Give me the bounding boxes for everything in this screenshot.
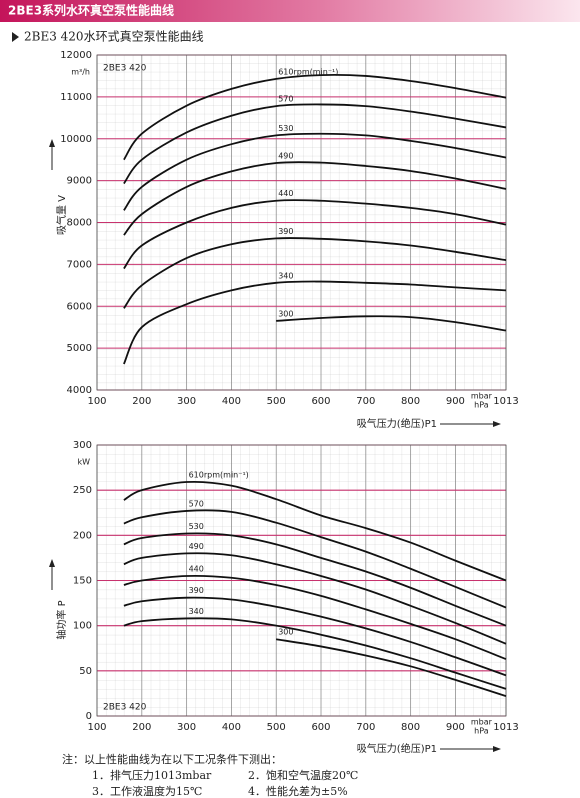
- curve-label: 390: [189, 586, 204, 595]
- y-tick-label: 9000: [67, 176, 92, 187]
- curve: [276, 315, 507, 332]
- x-tick-label: 900: [446, 722, 465, 733]
- curve: [123, 161, 507, 236]
- curve-label: 530: [278, 124, 293, 133]
- bullet: [12, 32, 19, 42]
- x-unit: mbar: [471, 392, 493, 401]
- curve: [123, 73, 507, 161]
- y-unit: m³/h: [71, 68, 90, 77]
- note-item: 1．排气压力1013mbar: [92, 768, 212, 782]
- curve-label: 610rpm(min⁻¹): [189, 471, 249, 480]
- x-axis-label: 吸气压力(绝压)P1: [357, 417, 437, 430]
- x-unit: hPa: [474, 401, 489, 410]
- subtitle: 2BE3 420水环式真空泵性能曲线: [24, 30, 204, 44]
- plot-frame: [96, 54, 507, 391]
- y-axis-label: 轴功率 P: [55, 600, 68, 639]
- curve-label: 490: [278, 152, 293, 161]
- header-bar: [0, 0, 580, 22]
- x-tick-label: 300: [177, 396, 196, 407]
- y-tick-label: 7000: [67, 259, 92, 270]
- y-tick-label: 10000: [60, 134, 92, 145]
- curve: [123, 596, 507, 677]
- curve: [123, 199, 507, 270]
- curve: [123, 103, 507, 185]
- y-tick-label: 300: [73, 440, 92, 451]
- x-tick-label: 500: [267, 722, 286, 733]
- x-tick-label: 200: [132, 722, 151, 733]
- curve: [123, 237, 507, 309]
- x-tick-label: 300: [177, 722, 196, 733]
- chart-title: 2BE3 420: [103, 64, 147, 74]
- curve: [276, 638, 507, 697]
- curve-label: 570: [278, 95, 293, 104]
- y-tick-label: 0: [86, 711, 92, 722]
- x-tick-label: 100: [87, 396, 106, 407]
- y-tick-label: 200: [73, 530, 92, 541]
- x-unit: mbar: [471, 718, 493, 727]
- curve: [123, 132, 507, 211]
- curve: [123, 480, 507, 582]
- y-axis-label: 吸气量 V: [55, 195, 68, 235]
- note-item: 4．性能允差为±5%: [248, 784, 348, 798]
- y-unit: kW: [77, 458, 90, 467]
- note-item: 3．工作液温度为15℃: [92, 784, 202, 798]
- curve-label: 530: [189, 522, 204, 531]
- y-tick-label: 6000: [67, 301, 92, 312]
- y-tick-label: 4000: [67, 385, 92, 396]
- curve: [123, 574, 507, 660]
- y-tick-label: 12000: [60, 50, 92, 61]
- x-tick-label: 700: [356, 722, 375, 733]
- note-item: 2．饱和空气温度20℃: [248, 768, 358, 782]
- curve-label: 610rpm(min⁻¹): [278, 67, 338, 76]
- curve-label: 300: [278, 628, 293, 637]
- chart-title: 2BE3 420: [103, 703, 147, 713]
- x-tick-label: 200: [132, 396, 151, 407]
- curve-label: 490: [189, 542, 204, 551]
- curve-label: 340: [278, 271, 293, 280]
- y-tick-label: 50: [79, 666, 92, 677]
- x-tick-label: 100: [87, 722, 106, 733]
- curve-label: 390: [278, 227, 293, 236]
- y-tick-label: 11000: [60, 92, 92, 103]
- curve-label: 570: [189, 499, 204, 508]
- curve-label: 440: [278, 189, 293, 198]
- x-tick-label: 600: [311, 722, 330, 733]
- curve-label: 340: [189, 607, 204, 616]
- note-title: 注：以上性能曲线为在以下工况条件下测出：: [62, 752, 282, 766]
- curve: [123, 509, 507, 609]
- header-title: 2BE3系列水环真空泵性能曲线: [8, 3, 174, 18]
- curve: [123, 280, 507, 365]
- x-axis-label: 吸气压力(绝压)P1: [357, 742, 437, 755]
- curve-label: 440: [189, 564, 204, 573]
- x-tick-label: 400: [222, 396, 241, 407]
- y-tick-label: 8000: [67, 218, 92, 229]
- x-tick-label: 1013: [493, 722, 518, 733]
- x-tick-label: 1013: [493, 396, 518, 407]
- x-unit: hPa: [474, 727, 489, 736]
- x-tick-label: 700: [356, 396, 375, 407]
- y-tick-label: 150: [73, 576, 92, 587]
- x-tick-label: 800: [401, 396, 420, 407]
- curve: [123, 552, 507, 645]
- y-tick-label: 250: [73, 485, 92, 496]
- x-tick-label: 900: [446, 396, 465, 407]
- y-tick-label: 5000: [67, 343, 92, 354]
- curve: [123, 617, 507, 690]
- curve: [123, 532, 507, 627]
- x-tick-label: 600: [311, 396, 330, 407]
- x-tick-label: 500: [267, 396, 286, 407]
- y-tick-label: 100: [73, 621, 92, 632]
- x-tick-label: 800: [401, 722, 420, 733]
- x-tick-label: 400: [222, 722, 241, 733]
- curve-label: 300: [278, 309, 293, 318]
